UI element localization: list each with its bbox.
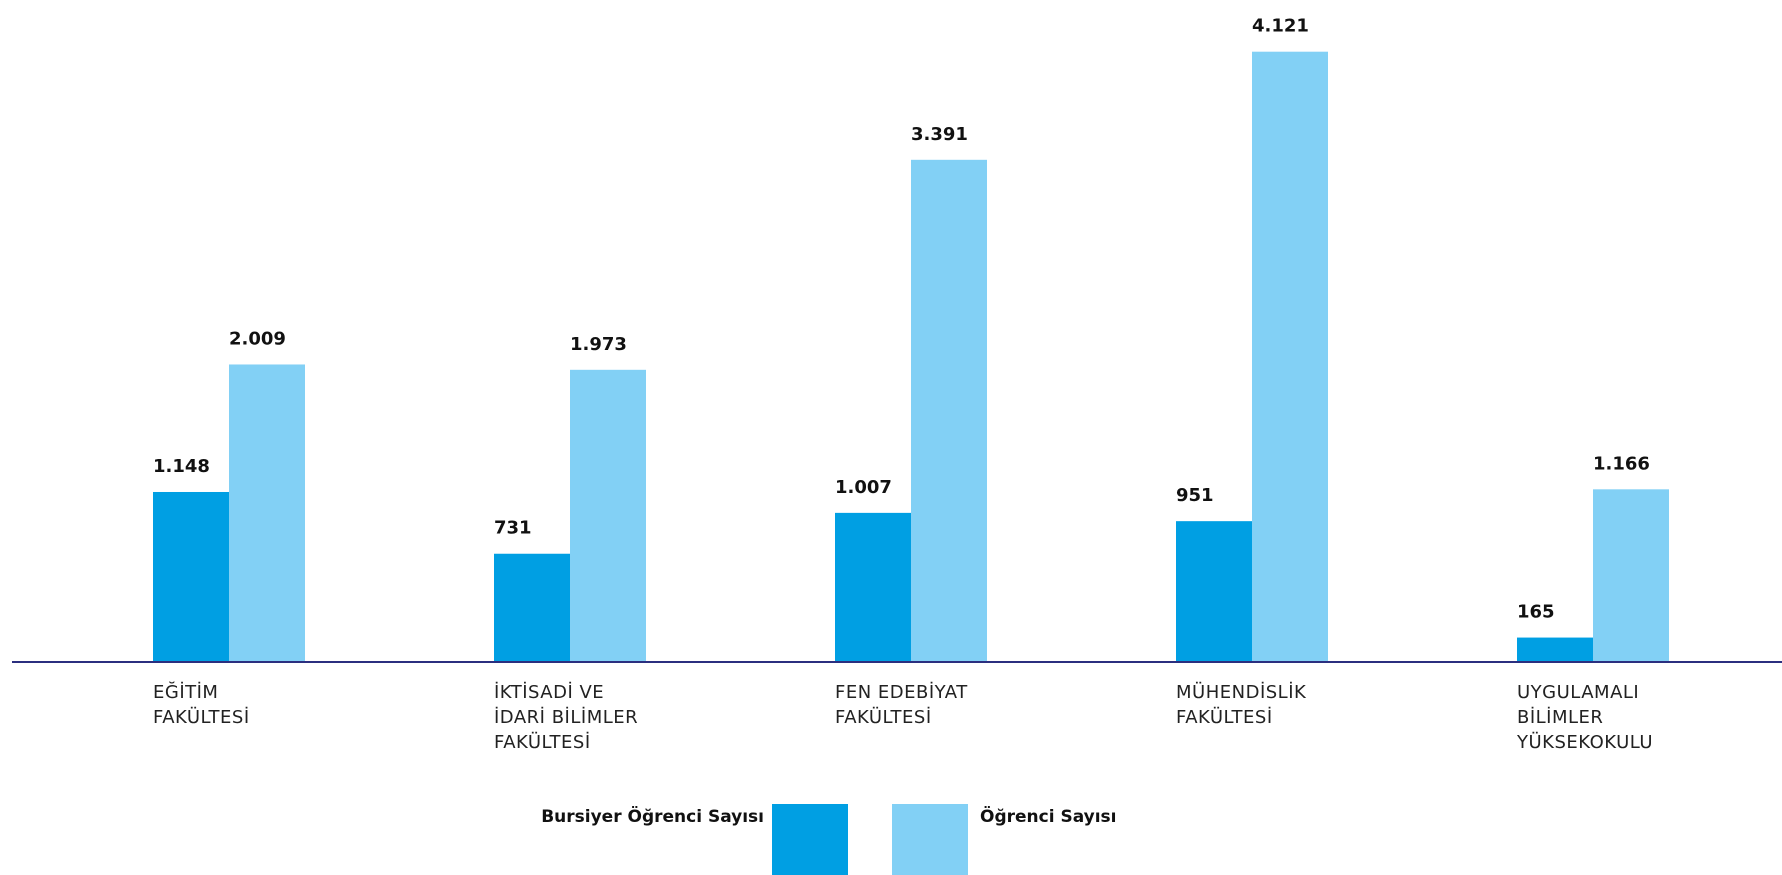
legend-label-bursiyer: Bursiyer Öğrenci Sayısı — [541, 805, 764, 827]
legend-swatch-ogrenci — [892, 804, 968, 875]
bar-bursiyer-3 — [1176, 521, 1252, 662]
data-label-ogrenci-2: 3.391 — [911, 124, 968, 145]
data-label-ogrenci-1: 1.973 — [570, 334, 627, 355]
bar-ogrenci-2 — [911, 159, 987, 662]
category-label-1: İKTİSADİ VE İDARİ BİLİMLER FAKÜLTESİ — [494, 682, 638, 753]
bar-bursiyer-2 — [835, 512, 911, 662]
legend-swatch-bursiyer — [772, 804, 848, 875]
data-label-bursiyer-1: 731 — [494, 518, 532, 539]
legend-label-ogrenci: Öğrenci Sayısı — [980, 805, 1117, 827]
bar-ogrenci-4 — [1593, 489, 1669, 662]
category-label-4: UYGULAMALI BİLİMLER YÜKSEKOKULU — [1516, 682, 1653, 753]
data-label-bursiyer-0: 1.148 — [153, 456, 210, 477]
legend: Bursiyer Öğrenci Sayısı Öğrenci Sayısı — [541, 804, 1117, 875]
category-label-0: EĞİTİM FAKÜLTESİ — [153, 681, 250, 728]
bar-bursiyer-0 — [153, 491, 229, 662]
bar-ogrenci-0 — [229, 364, 305, 662]
value-labels-group: 1.148 2.009 731 1.973 1.007 3.391 951 4.121 165 1… — [153, 16, 1650, 623]
bar-ogrenci-3 — [1252, 51, 1328, 662]
bars-group — [153, 51, 1669, 662]
bar-bursiyer-1 — [494, 553, 570, 662]
data-label-ogrenci-0: 2.009 — [229, 328, 286, 349]
bar-ogrenci-1 — [570, 369, 646, 662]
data-label-bursiyer-2: 1.007 — [835, 477, 892, 498]
data-label-bursiyer-3: 951 — [1176, 485, 1214, 506]
category-label-2: FEN EDEBİYAT FAKÜLTESİ — [835, 682, 968, 728]
data-label-ogrenci-4: 1.166 — [1593, 453, 1650, 474]
data-label-bursiyer-4: 165 — [1517, 602, 1555, 623]
data-label-ogrenci-3: 4.121 — [1252, 16, 1309, 37]
bar-bursiyer-4 — [1517, 637, 1593, 662]
category-label-3: MÜHENDİSLİK FAKÜLTESİ — [1176, 681, 1307, 728]
category-labels-group: EĞİTİM FAKÜLTESİ İKTİSADİ VE İDARİ BİLİMLER… — [153, 681, 1653, 753]
